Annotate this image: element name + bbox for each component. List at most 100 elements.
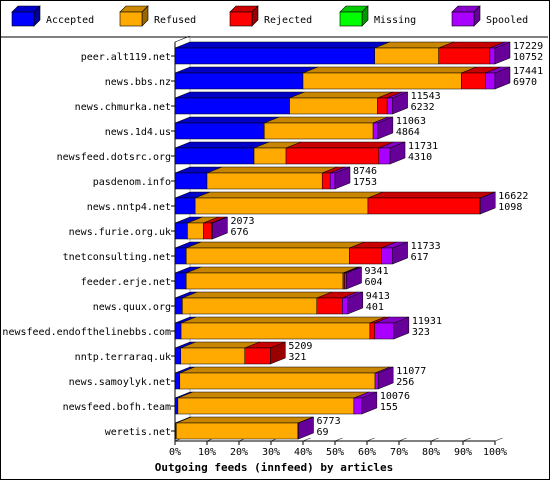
bar-segment-refused <box>253 141 302 165</box>
bar-segment-face <box>461 72 486 90</box>
bar-segment-face <box>174 197 196 215</box>
bar-segment-face <box>174 222 188 240</box>
category-label: news.samoylyk.net <box>69 377 171 388</box>
bar-segment-refused <box>180 341 260 365</box>
bar-segment-top <box>174 116 280 124</box>
offered-value-label: 10076 <box>380 391 410 402</box>
bar-segment-accepted <box>174 91 305 115</box>
x-tick-label: 40% <box>294 447 312 458</box>
x-tick-depth <box>494 437 503 442</box>
offered-value-label: 8746 <box>353 166 377 177</box>
x-tick-label: 80% <box>422 447 440 458</box>
bar-end-cap <box>392 241 408 265</box>
bar-end-cap <box>392 91 408 115</box>
x-tick-depth <box>430 437 439 442</box>
bar-segment-accepted <box>174 141 270 165</box>
bar-group <box>174 41 511 65</box>
offered-value-label: 9341 <box>365 266 389 277</box>
bar-segment-face <box>174 172 208 190</box>
bar-segment-top <box>174 91 305 99</box>
bar-segment-face <box>203 222 212 240</box>
x-tick-depth <box>366 437 375 442</box>
bar-segment-face <box>289 97 378 115</box>
bar-segment-face <box>374 47 439 65</box>
accepted-value-label: 256 <box>396 377 414 388</box>
category-label: news.nntp4.net <box>87 202 171 213</box>
bar-segment-top <box>182 291 332 299</box>
category-label: nntp.terraraq.uk <box>75 352 171 363</box>
bar-segment-refused <box>289 91 393 115</box>
offered-value-label: 6773 <box>317 416 341 427</box>
bar-segment-rejected <box>244 341 286 365</box>
bar-segment-face <box>353 397 363 415</box>
bar-segment-face <box>180 347 246 365</box>
bar-segment-face <box>174 147 255 165</box>
bar-segment-face <box>369 322 375 340</box>
bar-segment-top <box>176 416 313 424</box>
bar-group <box>174 116 394 140</box>
bar-segment-face <box>174 272 187 290</box>
bar-end-cap <box>389 141 406 165</box>
legend-swatch <box>451 11 475 27</box>
category-label: peer.alt119.net <box>81 52 171 63</box>
accepted-value-label: 604 <box>365 277 383 288</box>
bar-end-cap <box>393 316 410 340</box>
category-label: newsfeed.endofthelinebbs.com <box>2 327 171 338</box>
bar-segment-accepted <box>174 41 390 65</box>
bar-segment-refused <box>176 416 313 440</box>
legend-label: Missing <box>374 15 416 26</box>
bar-segment-top <box>264 116 389 124</box>
bar-segment-face <box>349 247 382 265</box>
bar-segment-refused <box>177 391 369 415</box>
bar-segment-face <box>174 347 182 365</box>
bar-segment-face <box>174 297 183 315</box>
category-label: newsfeed.bofh.team <box>63 402 171 413</box>
offered-value-label: 11931 <box>412 316 442 327</box>
x-tick-label: 50% <box>326 447 344 458</box>
bar-segment-face <box>174 122 265 140</box>
bar-segment-face <box>182 297 318 315</box>
offered-value-label: 11731 <box>408 141 438 152</box>
bar-segment-top <box>302 66 477 74</box>
accepted-value-label: 155 <box>380 402 398 413</box>
x-tick-label: 70% <box>390 447 408 458</box>
x-tick-label: 30% <box>262 447 280 458</box>
bar-segment-top <box>174 41 390 49</box>
bar-segment-top <box>174 141 270 149</box>
category-label: feeder.erje.net <box>81 277 171 288</box>
bar-segment-face <box>372 122 379 140</box>
bar-segment-face <box>344 272 347 290</box>
bar-group <box>174 341 286 365</box>
legend-label: Spooled <box>486 15 528 26</box>
legend-item-refused: Refused <box>119 5 196 27</box>
legend-item-missing: Missing <box>339 5 416 27</box>
x-tick-depth <box>462 437 471 442</box>
accepted-value-label: 6232 <box>411 102 435 113</box>
offered-value-label: 16622 <box>498 191 528 202</box>
bar-segment-face <box>179 372 376 390</box>
bar-segment-refused <box>374 41 454 65</box>
bar-group <box>174 166 351 190</box>
legend-label: Accepted <box>46 15 94 26</box>
bar-segment-refused <box>185 241 365 265</box>
bar-segment-rejected <box>349 241 397 265</box>
category-label: tnetconsulting.net <box>63 252 171 263</box>
bar-segment-refused <box>206 166 338 190</box>
bar-segment-top <box>195 191 384 199</box>
offered-value-label: 5209 <box>288 341 312 352</box>
bar-segment-face <box>374 372 379 390</box>
bar-segment-top <box>289 91 393 99</box>
offered-value-label: 17441 <box>513 66 543 77</box>
offered-value-label: 11077 <box>396 366 426 377</box>
offered-value-label: 11063 <box>396 116 426 127</box>
x-tick-label: 60% <box>358 447 376 458</box>
bar-segment-top <box>206 166 338 174</box>
accepted-value-label: 1098 <box>498 202 522 213</box>
bar-segment-face <box>185 272 344 290</box>
bar-end-cap <box>480 191 496 215</box>
bar-group <box>174 416 314 440</box>
bar-group <box>174 266 362 290</box>
bar-group <box>174 316 410 340</box>
bar-segment-face <box>378 147 391 165</box>
